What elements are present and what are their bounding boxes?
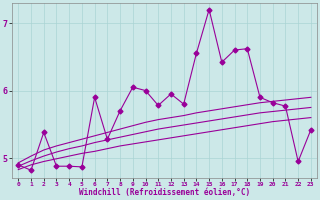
- X-axis label: Windchill (Refroidissement éolien,°C): Windchill (Refroidissement éolien,°C): [79, 188, 250, 197]
